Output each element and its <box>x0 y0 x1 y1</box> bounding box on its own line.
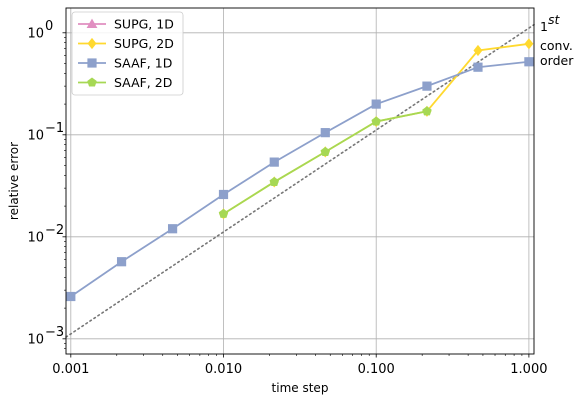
legend: SUPG, 1D SUPG, 2D SAAF, 1D SAAF, 2D <box>71 11 184 96</box>
data-point <box>524 57 534 67</box>
x-axis-label: time step <box>272 381 329 395</box>
x-tick-label: 0.001 <box>52 362 89 377</box>
data-point <box>320 146 331 156</box>
legend-label: SAAF, 1D <box>114 56 172 71</box>
series-line <box>223 110 428 215</box>
x-tick-label: 0.010 <box>205 362 242 377</box>
data-point <box>524 38 534 50</box>
data-point <box>269 157 279 167</box>
reference-label-order: order <box>540 53 574 68</box>
x-tick-label: 0.100 <box>358 362 395 377</box>
reference-label-superscript: st <box>548 12 561 27</box>
y-tick-label: 10 <box>27 128 44 143</box>
data-series <box>66 38 534 302</box>
series-line <box>70 60 529 298</box>
data-point <box>371 116 381 126</box>
legend-label: SAAF, 2D <box>114 75 172 90</box>
legend-marker <box>87 58 97 68</box>
reference-label-conv: conv. <box>540 38 573 53</box>
data-point <box>269 176 280 186</box>
legend-label: SUPG, 2D <box>114 36 174 51</box>
data-point <box>218 208 229 218</box>
series-2 <box>66 57 534 302</box>
reference-label-order-number: 1 <box>540 19 548 34</box>
y-tick-exponent: −3 <box>45 325 64 340</box>
x-tick-label: 1.000 <box>510 362 547 377</box>
data-point <box>66 291 76 302</box>
data-point <box>422 81 432 91</box>
y-tick-label: 10 <box>27 230 44 245</box>
reference-annotation: 1 st conv.order <box>540 12 574 68</box>
legend-box <box>71 11 184 96</box>
y-tick-label: 10 <box>27 332 44 347</box>
data-point <box>167 224 178 234</box>
legend-marker <box>87 77 97 87</box>
legend-label: SUPG, 1D <box>114 17 174 32</box>
data-point <box>473 62 483 72</box>
plot-frame <box>65 7 535 355</box>
series-3 <box>218 106 432 218</box>
y-axis-label: relative error <box>7 142 21 220</box>
data-point <box>218 189 229 200</box>
y-tick-exponent: −2 <box>45 223 64 238</box>
y-tick-label: 10 <box>27 26 44 41</box>
data-point <box>422 106 432 116</box>
y-tick-exponent: −1 <box>45 121 64 136</box>
legend-marker <box>87 37 97 50</box>
data-point <box>473 44 483 57</box>
data-point <box>116 257 127 267</box>
legend-marker <box>86 18 98 29</box>
y-tick-exponent: 0 <box>45 19 53 34</box>
data-point <box>320 128 330 138</box>
data-point <box>371 99 381 109</box>
